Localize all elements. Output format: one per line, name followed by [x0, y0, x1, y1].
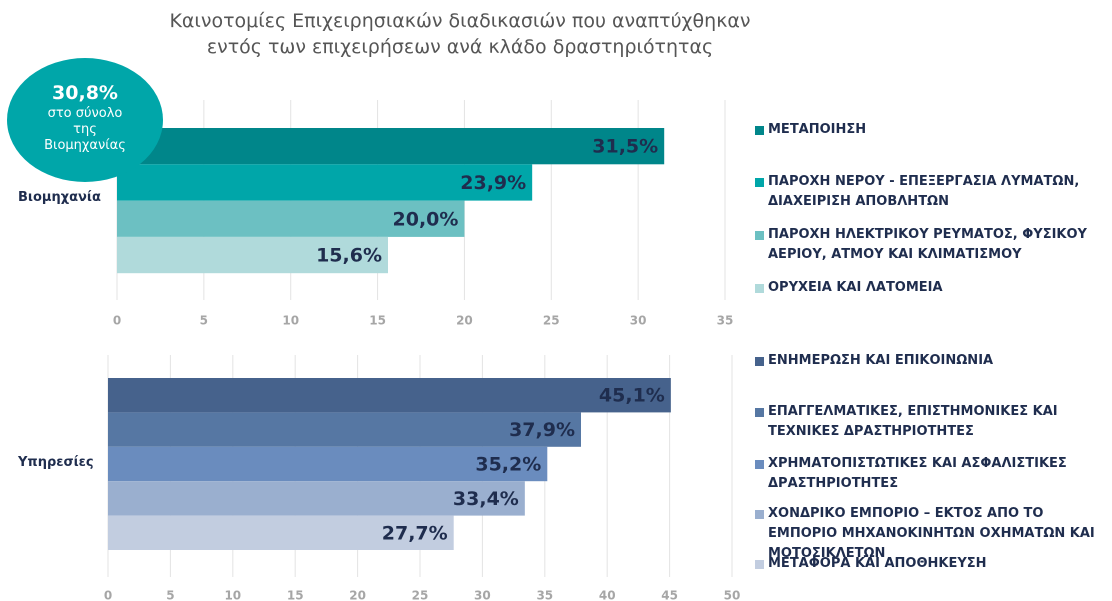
legend-label: ΜΕΤΑΠΟΙΗΣΗ — [768, 122, 867, 137]
legend-swatch — [755, 510, 764, 519]
bar — [108, 412, 581, 447]
x-tick-label: 5 — [166, 589, 174, 601]
x-tick-label: 20 — [349, 589, 366, 601]
legend-label: ΠΑΡΟΧΗ ΗΛΕΚΤΡΙΚΟΥ ΡΕΥΜΑΤΟΣ, ΦΥΣΙΚΟΥ ΑΕΡΙ… — [768, 227, 1087, 262]
legend-swatch — [755, 560, 764, 569]
value-label: 23,9% — [460, 172, 526, 194]
bar — [108, 515, 454, 550]
legend-swatch — [755, 408, 764, 417]
value-label: 31,5% — [592, 136, 658, 158]
x-tick-label: 40 — [599, 589, 616, 601]
callout-text: στο σύνολο της Βιομηχανίας — [44, 106, 126, 153]
legend-swatch — [755, 126, 764, 135]
x-tick-label: 0 — [104, 589, 112, 601]
x-tick-label: 25 — [543, 314, 560, 328]
value-label: 33,4% — [453, 488, 519, 510]
legend-label: ΧΟΝΔΡΙΚΟ ΕΜΠΟΡΙΟ – ΕΚΤΟΣ ΑΠΟ ΤΟ ΕΜΠΟΡΙΟ … — [768, 506, 1095, 561]
bar — [108, 446, 548, 482]
bar — [108, 378, 671, 413]
x-tick-label: 30 — [630, 314, 647, 328]
legend-label: ΠΑΡΟΧΗ ΝΕΡΟΥ - ΕΠΕΞΕΡΓΑΣΙΑ ΛΥΜΑΤΩΝ, ΔΙΑΧ… — [768, 174, 1080, 209]
x-tick-label: 5 — [200, 314, 208, 328]
x-tick-label: 30 — [474, 589, 491, 601]
legend-label: ΕΠΑΓΓΕΛΜΑΤΙΚΕΣ, ΕΠΙΣΤΗΜΟΝΙΚΕΣ ΚΑΙ ΤΕΧΝΙΚ… — [768, 404, 1058, 439]
legend-label: ΧΡΗΜΑΤΟΠΙΣΤΩΤΙΚΕΣ ΚΑΙ ΑΣΦΑΛΙΣΤΙΚΕΣ ΔΡΑΣΤ… — [768, 456, 1067, 491]
legend-swatch — [755, 460, 764, 469]
x-tick-label: 15 — [287, 589, 304, 601]
legend-label: ΕΝΗΜΕΡΩΣΗ ΚΑΙ ΕΠΙΚΟΙΝΩΝΙΑ — [768, 353, 994, 368]
chart-title: Καινοτομίες Επιχειρησιακών διαδικασιών π… — [169, 10, 751, 58]
callout: 30,8% στο σύνολο της Βιομηχανίας — [7, 58, 163, 182]
value-label: 27,7% — [382, 522, 448, 544]
value-label: 37,9% — [509, 419, 575, 441]
x-tick-label: 45 — [661, 589, 678, 601]
legend-swatch — [755, 178, 764, 187]
legend-swatch — [755, 284, 764, 293]
legend-label: ΜΕΤΑΦΟΡΑ ΚΑΙ ΑΠΟΘΗΚΕΥΣΗ — [768, 556, 987, 571]
legend-label: ΟΡΥΧΕΙΑ ΚΑΙ ΛΑΤΟΜΕΙΑ — [768, 280, 943, 295]
category-label: Βιομηχανία — [18, 190, 101, 205]
bar — [117, 200, 465, 237]
x-tick-label: 10 — [282, 314, 299, 328]
value-label: 35,2% — [475, 454, 541, 476]
value-label: 45,1% — [599, 385, 665, 407]
callout-value: 30,8% — [52, 82, 118, 104]
x-tick-label: 20 — [456, 314, 473, 328]
category-label: Υπηρεσίες — [18, 455, 94, 470]
bar — [117, 236, 388, 274]
x-tick-label: 50 — [724, 589, 741, 601]
x-tick-label: 35 — [536, 589, 553, 601]
legend-swatch — [755, 357, 764, 366]
bar — [117, 128, 665, 165]
value-label: 15,6% — [316, 245, 382, 267]
bar — [117, 164, 533, 201]
x-tick-label: 15 — [369, 314, 386, 328]
legend-swatch — [755, 231, 764, 240]
x-tick-label: 25 — [412, 589, 429, 601]
value-label: 20,0% — [393, 208, 459, 230]
x-tick-label: 0 — [113, 314, 121, 328]
x-tick-label: 35 — [717, 314, 734, 328]
bar — [108, 481, 525, 516]
x-tick-label: 10 — [224, 589, 241, 601]
